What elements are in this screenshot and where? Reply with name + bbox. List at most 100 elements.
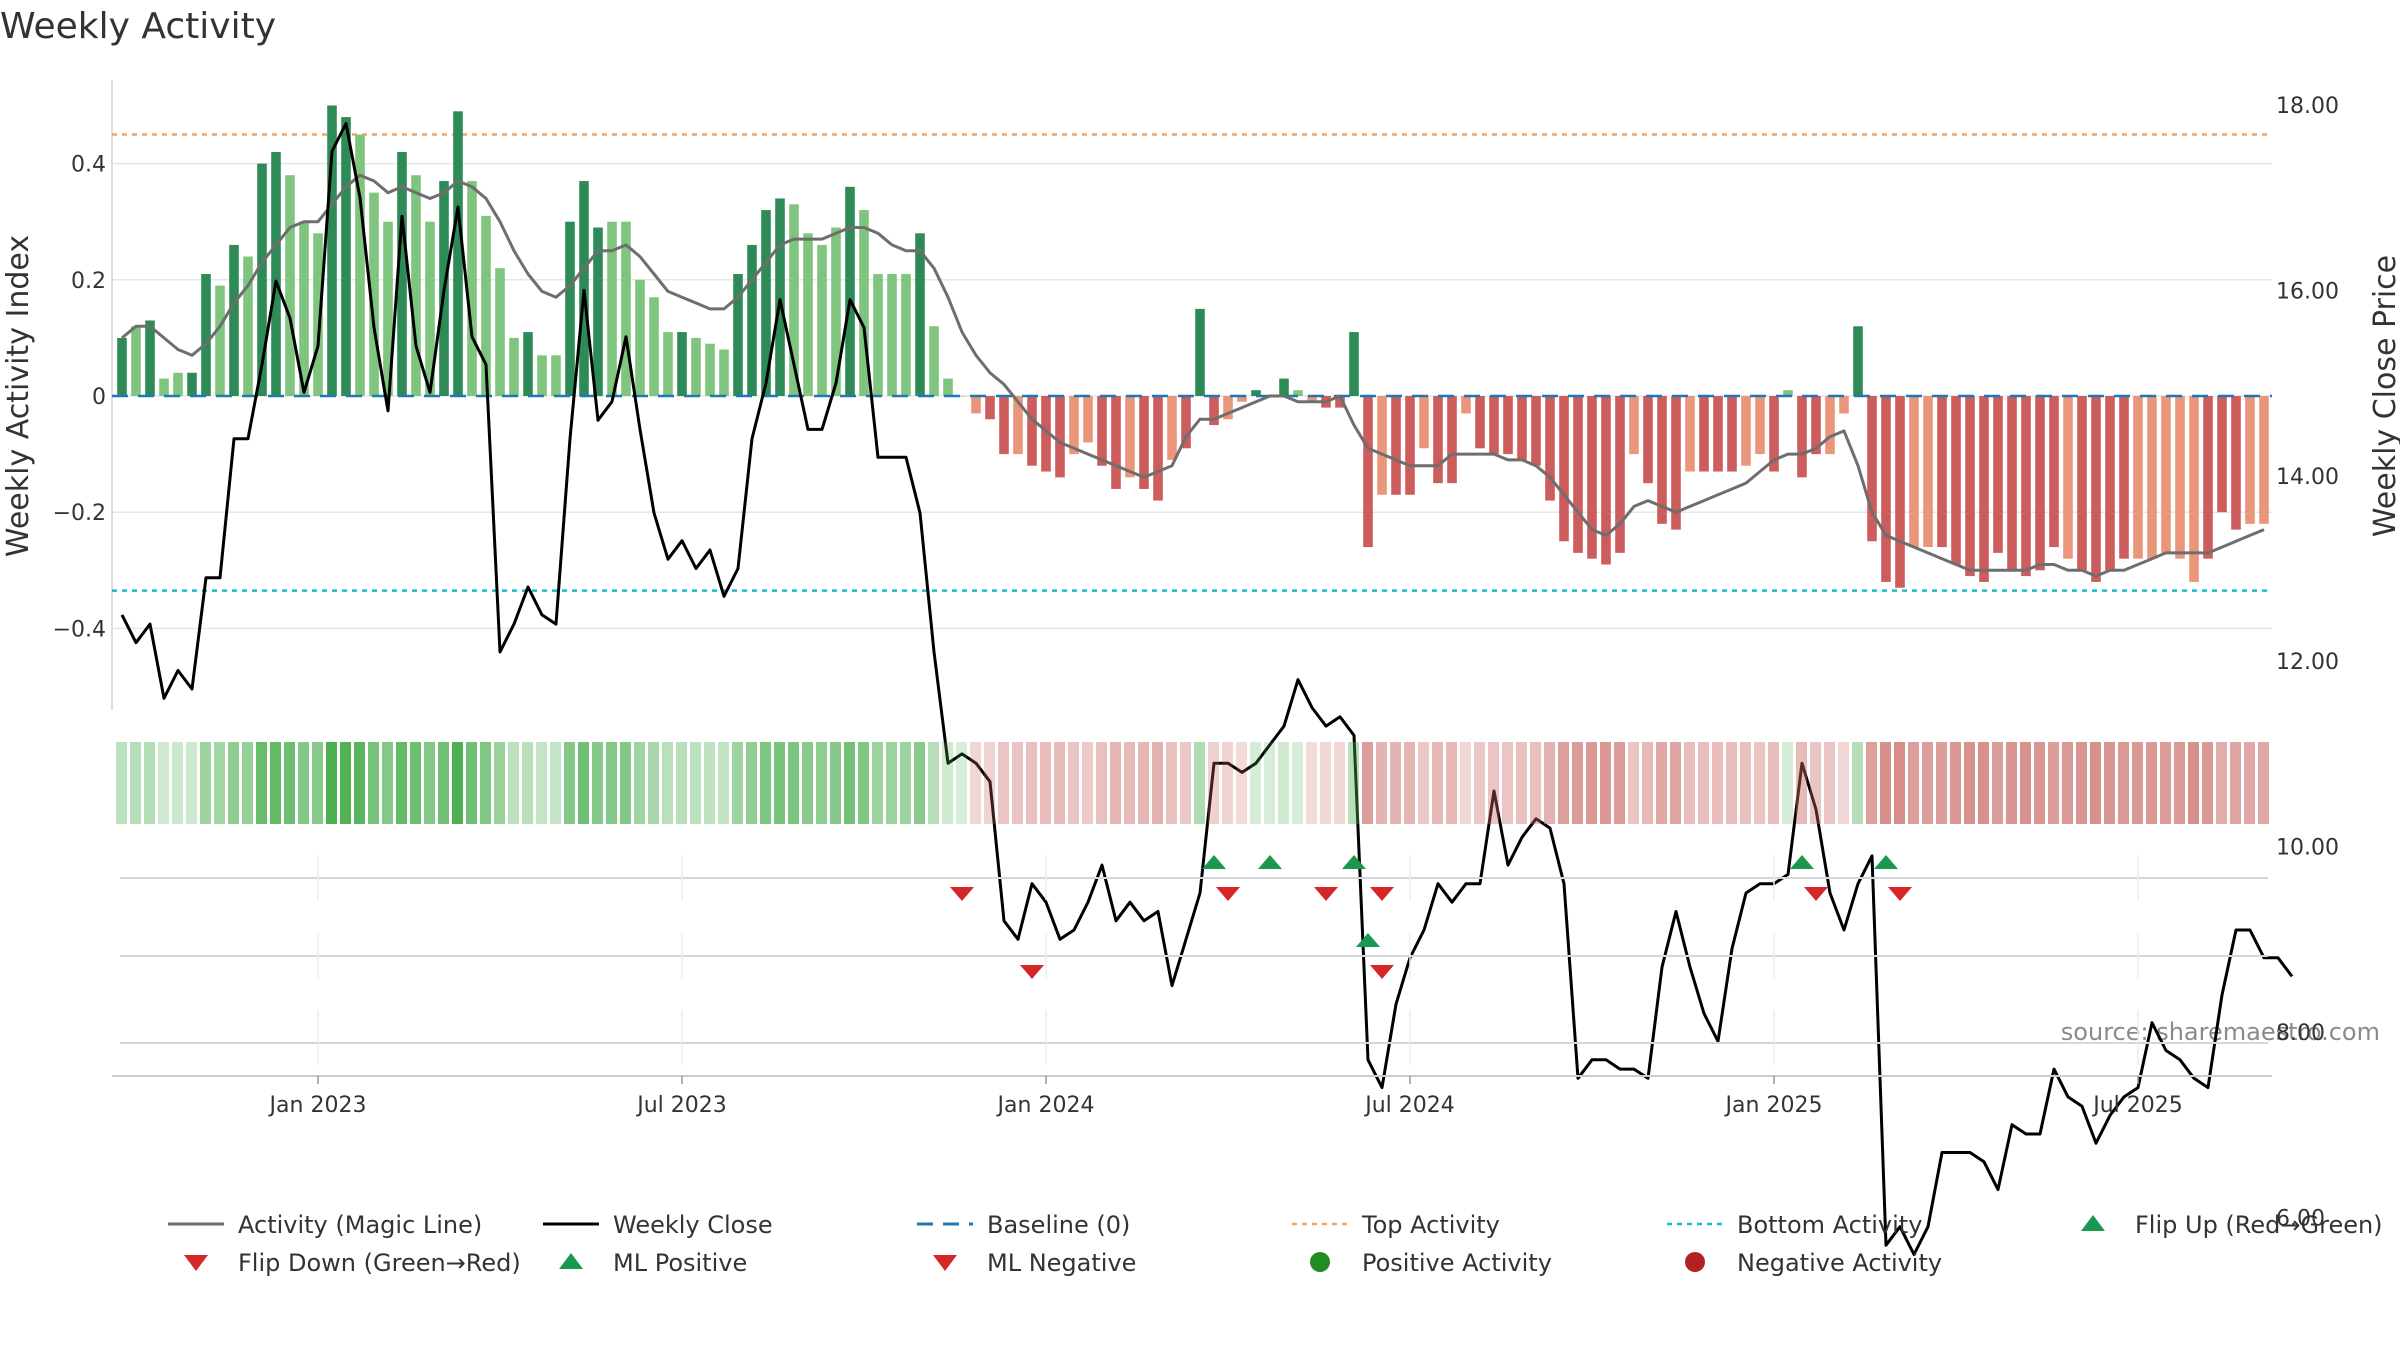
heat-cell [1936, 742, 1947, 824]
heat-cell [312, 742, 323, 824]
activity-bar [677, 332, 687, 396]
activity-bar [131, 326, 141, 396]
legend-label: Bottom Activity [1737, 1211, 1922, 1239]
activity-bar [1083, 396, 1093, 443]
heat-cell [620, 742, 631, 824]
activity-bar [789, 204, 799, 396]
activity-bar [1797, 396, 1807, 478]
heat-cell [914, 742, 925, 824]
heat-cell [2006, 742, 2017, 824]
heat-cell [144, 742, 155, 824]
ml-positive-marker [1356, 933, 1380, 947]
weekly-close-series [120, 122, 2294, 1256]
heat-cell [1222, 742, 1233, 824]
activity-bar [2021, 396, 2031, 577]
activity-bar [1461, 396, 1471, 414]
activity-bar [159, 378, 169, 396]
heat-cell [2090, 742, 2101, 824]
activity-bar [1223, 396, 1233, 420]
heat-cell [228, 742, 239, 824]
activity-bar [215, 285, 225, 396]
heat-cell [1838, 742, 1849, 824]
heat-cell [382, 742, 393, 824]
activity-bar [187, 372, 197, 396]
x-tick-label: Jul 2025 [2091, 1093, 2183, 1118]
activity-bar [1741, 396, 1751, 466]
heat-cell [1180, 742, 1191, 824]
heat-cell [466, 742, 477, 824]
heat-cell [998, 742, 1009, 824]
activity-bar [117, 337, 127, 396]
magic-line-series [121, 173, 2265, 578]
activity-bar [1909, 396, 1919, 548]
heat-cell [2048, 742, 2059, 824]
heat-cell [2244, 742, 2255, 824]
right-tick-label: 6.00 [2276, 1206, 2325, 1231]
legend-label: Baseline (0) [987, 1211, 1130, 1239]
activity-heat-strip [116, 742, 2269, 824]
activity-bar [1181, 396, 1191, 449]
left-tick-label: 0.4 [71, 153, 106, 178]
legend-label: Flip Down (Green→Red) [238, 1249, 521, 1277]
heat-cell [1138, 742, 1149, 824]
heat-cell [1698, 742, 1709, 824]
activity-bar [2245, 396, 2255, 524]
activity-bar [1531, 396, 1541, 466]
activity-bar [495, 268, 505, 396]
activity-bar [1755, 396, 1765, 455]
heat-cell [858, 742, 869, 824]
heat-cell [2076, 742, 2087, 824]
heat-cell [1026, 742, 1037, 824]
heat-cell [1614, 742, 1625, 824]
activity-bar [481, 215, 491, 396]
heat-cell [746, 742, 757, 824]
heat-cell [984, 742, 995, 824]
y-axis-label-right: Weekly Close Price [2368, 255, 2400, 537]
heat-cell [844, 742, 855, 824]
heat-cell [256, 742, 267, 824]
heat-cell [704, 742, 715, 824]
activity-bar [1433, 396, 1443, 484]
flip-down-marker [1888, 887, 1912, 901]
activity-bar [383, 221, 393, 396]
left-tick-label: 0.2 [71, 269, 106, 294]
activity-bar [1685, 396, 1695, 472]
activity-bar [1279, 378, 1289, 396]
heat-cell [494, 742, 505, 824]
heat-cell [816, 742, 827, 824]
activity-bar [621, 221, 631, 396]
activity-bar [1013, 396, 1023, 455]
heat-cell [1488, 742, 1499, 824]
activity-bar [1601, 396, 1611, 565]
heat-cell [1908, 742, 1919, 824]
activity-bar [1657, 396, 1667, 524]
heat-cell [1166, 742, 1177, 824]
heat-cell [1250, 742, 1261, 824]
activity-bar [1251, 390, 1261, 396]
heat-cell [1922, 742, 1933, 824]
activity-bar [1363, 396, 1373, 548]
heat-cell [886, 742, 897, 824]
left-axis-ticks: 0.4 0.2 0 −0.2 −0.4 [53, 153, 106, 643]
heat-cell [2146, 742, 2157, 824]
activity-bar [1979, 396, 1989, 582]
heat-cell [410, 742, 421, 824]
heat-cell [424, 742, 435, 824]
activity-bar [1993, 396, 2003, 553]
series-lines [120, 122, 2294, 1256]
heat-cell [522, 742, 533, 824]
left-tick-label: 0 [92, 385, 106, 410]
swatch-triangle-down [184, 1255, 208, 1271]
activity-bar [523, 332, 533, 396]
activity-bar [2007, 396, 2017, 571]
right-tick-label: 18.00 [2276, 94, 2339, 119]
swatch-triangle-up [2081, 1215, 2105, 1231]
activity-bar [1643, 396, 1653, 484]
activity-bar [1237, 396, 1247, 402]
ml-negative-marker [1020, 965, 1044, 979]
heat-cell [452, 742, 463, 824]
activity-bar [453, 111, 463, 396]
heat-cell [2034, 742, 2045, 824]
heat-cell [592, 742, 603, 824]
heat-cell [1754, 742, 1765, 824]
